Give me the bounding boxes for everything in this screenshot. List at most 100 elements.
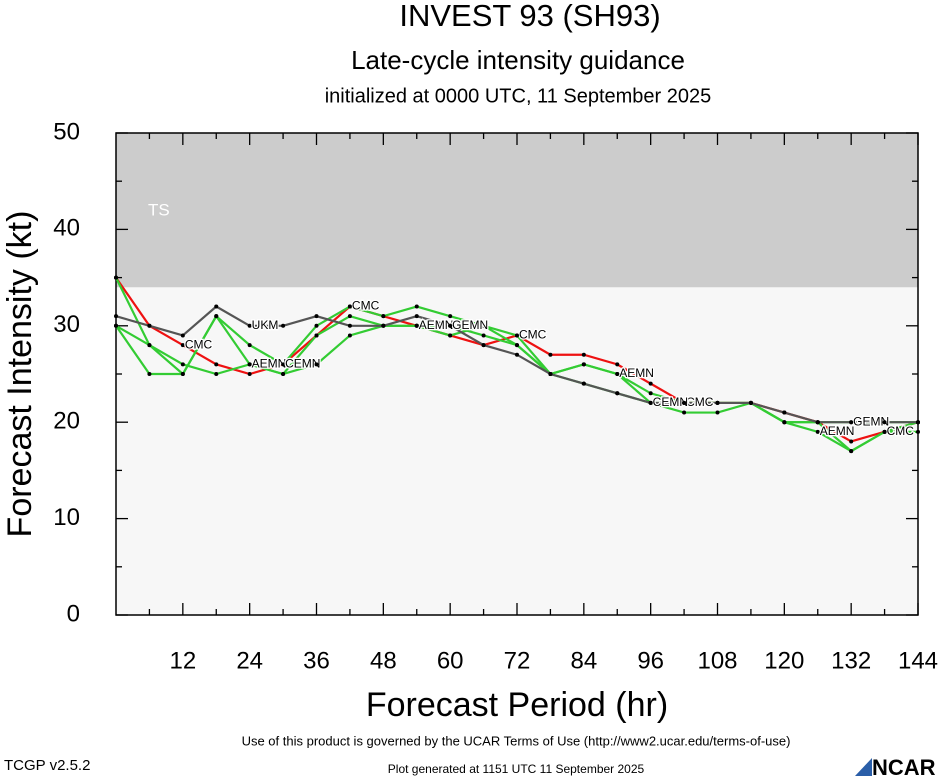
series-label: CEMN — [285, 357, 320, 371]
data-point — [782, 410, 787, 415]
data-point — [147, 323, 152, 328]
data-point — [815, 420, 820, 425]
x-tick-label: 72 — [504, 647, 531, 674]
data-point — [481, 333, 486, 338]
series-label: AEMN — [419, 318, 454, 332]
data-point — [548, 372, 553, 376]
data-point — [849, 439, 854, 444]
series-label: CMC — [352, 299, 380, 313]
data-point — [180, 343, 185, 348]
data-point — [715, 400, 720, 405]
data-point — [114, 275, 118, 280]
x-tick-label: 24 — [236, 647, 263, 674]
data-point — [381, 323, 386, 328]
data-point — [281, 362, 286, 367]
data-point — [214, 362, 219, 367]
data-point — [114, 314, 118, 319]
y-tick-label: 10 — [53, 504, 80, 531]
chart-title: INVEST 93 (SH93) — [399, 0, 660, 33]
x-tick-label: 108 — [697, 647, 737, 674]
data-point — [247, 362, 252, 367]
data-point — [281, 372, 286, 376]
data-point — [314, 333, 319, 338]
data-point — [849, 449, 854, 454]
data-point — [114, 323, 118, 328]
data-point — [448, 314, 453, 319]
x-tick-label: 48 — [370, 647, 397, 674]
x-tick-label: 36 — [303, 647, 330, 674]
data-point — [247, 323, 252, 328]
series-label: CMC — [185, 337, 213, 351]
data-point — [347, 314, 352, 319]
data-point — [648, 391, 653, 396]
series-label: CMC — [519, 328, 547, 342]
data-point — [180, 372, 185, 376]
x-tick-label: 60 — [437, 647, 464, 674]
version-note: TCGP v2.5.2 — [4, 757, 90, 774]
data-point — [414, 314, 419, 319]
data-point — [481, 323, 486, 328]
x-tick-label: 12 — [169, 647, 196, 674]
terms-note: Use of this product is governed by the U… — [242, 733, 791, 748]
data-point — [381, 314, 386, 319]
data-point — [247, 372, 252, 376]
data-point — [515, 343, 519, 348]
data-point — [414, 323, 419, 328]
y-tick-label: 50 — [53, 118, 80, 145]
data-point — [515, 333, 519, 338]
data-point — [615, 391, 620, 396]
data-point — [648, 400, 653, 405]
data-point — [214, 304, 219, 309]
intensity-band — [116, 133, 918, 288]
series-label: CMC — [887, 424, 915, 438]
data-point — [414, 304, 419, 309]
data-point — [347, 333, 352, 338]
y-tick-label: 40 — [53, 215, 80, 242]
data-point — [448, 323, 453, 328]
data-point — [214, 372, 219, 376]
data-point — [281, 323, 286, 328]
data-point — [214, 314, 219, 319]
data-point — [615, 362, 620, 367]
y-tick-label: 30 — [53, 311, 80, 338]
y-tick-label: 20 — [53, 408, 80, 435]
series-label: GEMN — [452, 318, 488, 332]
data-point — [147, 343, 152, 348]
data-point — [882, 429, 887, 434]
x-tick-label: 120 — [764, 647, 804, 674]
data-point — [715, 410, 720, 415]
series-label: AEMN — [252, 357, 287, 371]
data-point — [648, 381, 653, 386]
data-point — [347, 304, 352, 309]
data-point — [247, 343, 252, 348]
data-point — [916, 420, 920, 425]
x-tick-label: 96 — [637, 647, 664, 674]
generated-note: Plot generated at 1151 UTC 11 September … — [388, 762, 645, 776]
y-axis-label: Forecast Intensity (kt) — [1, 211, 39, 538]
data-point — [815, 429, 820, 434]
x-tick-label: 144 — [898, 647, 938, 674]
series-label: CMC — [686, 395, 714, 409]
data-point — [615, 372, 620, 376]
data-point — [916, 429, 920, 434]
data-point — [682, 400, 687, 405]
chart-subtitle-2: initialized at 0000 UTC, 11 September 20… — [325, 85, 712, 107]
band-label: TS — [148, 200, 170, 219]
series-label: GEMN — [853, 414, 889, 428]
data-point — [314, 362, 319, 367]
data-point — [882, 420, 887, 425]
data-point — [314, 323, 319, 328]
data-point — [180, 362, 185, 367]
data-point — [481, 343, 486, 348]
data-point — [581, 381, 586, 386]
x-tick-label: 84 — [570, 647, 597, 674]
data-point — [515, 352, 519, 357]
x-axis-label: Forecast Period (hr) — [366, 686, 668, 724]
chart-subtitle: Late-cycle intensity guidance — [351, 45, 685, 75]
data-point — [314, 314, 319, 319]
data-point — [448, 333, 453, 338]
logo: NCAR — [872, 755, 936, 780]
data-point — [581, 352, 586, 357]
y-tick-label: 0 — [67, 600, 80, 627]
